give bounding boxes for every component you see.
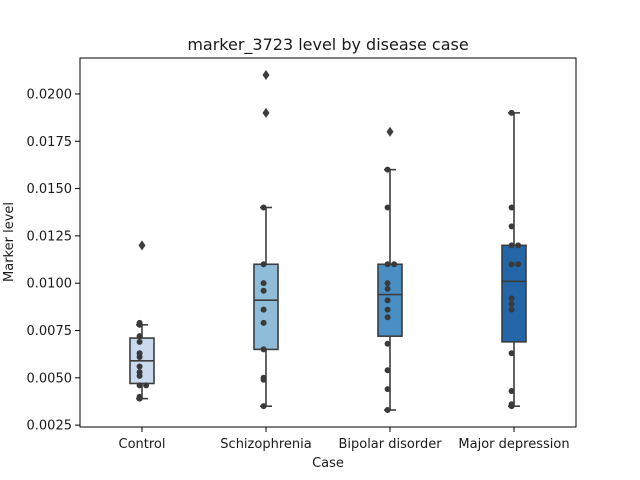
data-point bbox=[384, 280, 391, 287]
x-tick-label: Schizophrenia bbox=[220, 437, 311, 452]
data-point bbox=[384, 297, 391, 304]
x-axis-label: Case bbox=[312, 456, 344, 471]
data-point bbox=[508, 261, 515, 268]
data-point bbox=[260, 280, 267, 287]
data-point bbox=[136, 353, 143, 360]
data-point bbox=[260, 261, 267, 268]
y-axis-label: Marker level bbox=[2, 202, 17, 282]
plot-area: 0.0025 0.0050 0.0075 0.0100 0.0125 0.0150 0.01… bbox=[27, 70, 570, 452]
data-point bbox=[384, 261, 391, 268]
x-tick-label: Major depression bbox=[458, 437, 569, 452]
outlier-marker bbox=[138, 240, 146, 251]
data-point bbox=[515, 242, 522, 249]
data-point bbox=[260, 376, 267, 383]
data-point bbox=[260, 287, 267, 294]
data-point bbox=[508, 295, 515, 302]
data-point bbox=[384, 285, 391, 292]
data-point bbox=[384, 367, 391, 374]
data-point bbox=[143, 382, 150, 389]
axes-frame bbox=[79, 57, 577, 428]
data-point bbox=[384, 386, 391, 393]
y-tick-label: 0.0200 bbox=[27, 87, 73, 102]
data-point bbox=[136, 321, 143, 328]
data-point bbox=[384, 340, 391, 347]
data-point bbox=[260, 306, 267, 313]
data-point bbox=[515, 261, 522, 268]
data-point bbox=[508, 223, 515, 230]
chart-title: marker_3723 level by disease case bbox=[187, 35, 468, 55]
y-tick-label: 0.0125 bbox=[27, 229, 73, 244]
y-tick-label: 0.0050 bbox=[27, 371, 73, 386]
data-point bbox=[384, 166, 391, 173]
data-point bbox=[136, 395, 143, 402]
outlier-marker bbox=[262, 70, 270, 81]
data-point bbox=[508, 204, 515, 211]
box-major-depression bbox=[501, 244, 527, 343]
data-point bbox=[260, 346, 267, 353]
y-tick-label: 0.0025 bbox=[27, 419, 73, 434]
data-point bbox=[384, 204, 391, 211]
box-schizophrenia bbox=[253, 263, 279, 351]
data-point bbox=[136, 338, 143, 345]
data-point bbox=[508, 109, 515, 116]
data-point bbox=[508, 403, 515, 410]
data-point bbox=[384, 306, 391, 313]
data-point bbox=[136, 372, 143, 379]
y-tick-label: 0.0150 bbox=[27, 182, 73, 197]
data-point bbox=[136, 333, 143, 340]
data-point bbox=[384, 314, 391, 321]
data-point bbox=[508, 301, 515, 307]
data-point bbox=[260, 204, 267, 211]
data-point bbox=[508, 350, 515, 357]
y-tick-label: 0.0075 bbox=[27, 324, 73, 339]
outlier-marker bbox=[262, 107, 270, 118]
y-tick-label: 0.0100 bbox=[27, 277, 73, 292]
outlier-marker bbox=[386, 126, 394, 137]
data-point bbox=[136, 363, 143, 370]
data-point bbox=[508, 388, 515, 395]
x-tick-label: Control bbox=[119, 437, 166, 452]
y-tick-label: 0.0175 bbox=[27, 135, 73, 150]
data-point bbox=[508, 306, 515, 313]
x-tick-label: Bipolar disorder bbox=[338, 437, 442, 452]
data-point bbox=[260, 319, 267, 326]
data-point bbox=[508, 242, 515, 249]
data-point bbox=[391, 261, 398, 268]
data-point bbox=[136, 382, 143, 389]
data-point bbox=[260, 403, 267, 410]
data-point bbox=[384, 406, 391, 413]
